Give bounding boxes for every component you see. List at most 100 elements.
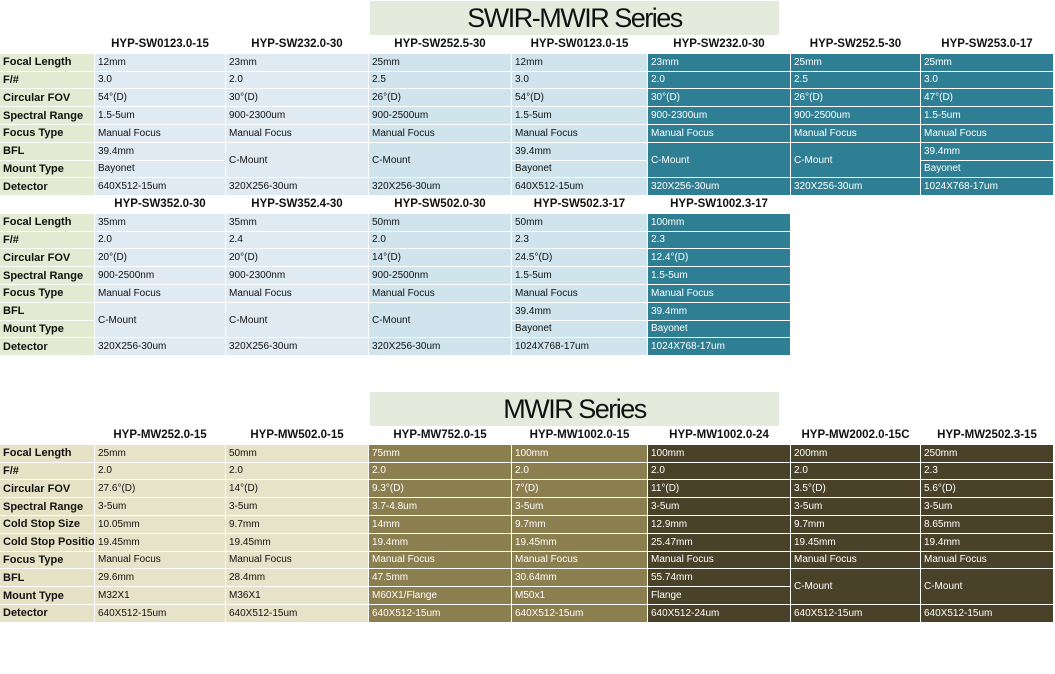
spec-cell: 640X512-15um [369,604,512,623]
spec-cell: 100mm [648,444,791,463]
row-label: F/# [0,71,95,90]
model-name: HYP-MW1002.0-24 [648,427,791,445]
spec-cell: 39.4mm [648,302,791,321]
row-label: F/# [0,462,95,481]
spec-cell: 39.4mm [95,142,226,161]
model-name: HYP-SW352.0-30 [95,196,226,214]
spec-cell: C-Mount [921,569,1054,605]
spec-cell: 2.0 [226,71,369,90]
spec-cell: 9.7mm [791,515,921,534]
spec-cell: Manual Focus [369,124,512,143]
spec-cell: 50mm [512,213,648,232]
spec-cell: 3.0 [95,71,226,90]
model-header-row: HYP-SW0123.0-15 HYP-SW232.0-30 HYP-SW252.5… [0,36,1054,54]
spec-cell: 3.5°(D) [791,480,921,499]
table-row: Circular FOV 27.6°(D) 14°(D) 9.3°(D) 7°(D) 11… [0,480,1054,499]
model-name: HYP-SW252.5-30 [791,36,921,54]
spec-cell: 2.5 [369,71,512,90]
table-row: Circular FOV 54°(D) 30°(D) 26°(D) 54°(D) 30°(… [0,89,1054,108]
spec-cell: 320X256-30um [226,178,369,197]
spec-cell: Manual Focus [512,551,648,570]
spec-cell: 30.64mm [512,569,648,588]
spec-cell: 25mm [791,53,921,72]
spec-cell: 100mm [512,444,648,463]
spec-cell: 23mm [648,53,791,72]
row-label: Spectral Range [0,267,95,285]
mwir-series-title: MWIR Series [370,392,779,426]
table-row: BFL C-Mount C-Mount C-Mount 39.4mm 39.4mm [0,302,791,339]
table-row: Detector 320X256-30um 320X256-30um 320X256-… [0,338,791,357]
spec-cell: 23mm [226,53,369,72]
swir-table-2: HYP-SW352.0-30 HYP-SW352.4-30 HYP-SW502.0-… [0,196,791,357]
spec-cell: C-Mount [791,569,921,605]
model-name: HYP-MW2002.0-15C [791,427,921,445]
spec-cell: 900-2300um [648,107,791,125]
spec-cell: 39.4mm [512,302,648,321]
table-row: Focus Type Manual Focus Manual Focus Manual… [0,124,1054,143]
spec-cell: C-Mount [369,302,512,339]
spec-cell: 2.4 [226,231,369,250]
row-label: Mount Type [0,320,95,339]
model-name: HYP-SW232.0-30 [648,36,791,54]
spec-cell: 7°(D) [512,480,648,499]
spec-cell: 2.0 [512,462,648,481]
table-row: F/# 2.0 2.4 2.0 2.3 2.3 [0,231,791,250]
table-row: Mount Type Bayonet Bayonet [0,320,791,339]
spec-cell: 54°(D) [95,89,226,108]
table-row: Mount Type M32X1 M36X1 M60X1/Flange M50x1 Fla… [0,587,1054,605]
spec-cell: 19.45mm [226,533,369,552]
spec-cell: 2.0 [95,462,226,481]
spec-cell: 25mm [369,53,512,72]
spec-cell: Bayonet [95,160,226,179]
spec-cell: 2.0 [369,231,512,250]
row-label: Circular FOV [0,480,95,499]
spec-cell: Bayonet [512,160,648,179]
spec-cell: 3-5um [791,498,921,516]
spec-cell: C-Mount [226,302,369,339]
spec-cell: 25mm [921,53,1054,72]
spec-cell: Manual Focus [226,284,369,303]
table-row: Focal Length 12mm 23mm 25mm 12mm 23mm 25mm 25mm [0,53,1054,72]
header-corner [0,427,95,445]
model-name: HYP-SW352.4-30 [226,196,369,214]
spec-cell: 2.0 [226,462,369,481]
spec-cell: 19.45mm [791,533,921,552]
spec-cell: Manual Focus [791,124,921,143]
spec-cell: 19.45mm [512,533,648,552]
spec-cell: 19.45mm [95,533,226,552]
spec-cell: C-Mount [226,142,369,179]
spec-cell: 1.5-5um [921,107,1054,125]
model-name: HYP-SW253.0-17 [921,36,1054,54]
spec-cell: 1024X768-17um [921,178,1054,197]
row-label: BFL [0,302,95,321]
spec-cell: 320X256-30um [369,338,512,357]
model-header-row: HYP-MW252.0-15 HYP-MW502.0-15 HYP-MW752.0-… [0,427,1054,445]
table-row: Cold Stop Positio 19.45mm 19.45mm 19.4mm 19.… [0,533,1054,552]
spec-cell: Manual Focus [369,551,512,570]
model-name: HYP-SW502.3-17 [512,196,648,214]
table-row: Detector 640X512-15um 320X256-30um 320X256-… [0,178,1054,197]
model-name: HYP-MW502.0-15 [226,427,369,445]
spec-cell: 3-5um [648,498,791,516]
spec-cell: 55.74mm [648,569,791,588]
spec-cell: Manual Focus [648,124,791,143]
spec-cell: 900-2500um [791,107,921,125]
spec-cell: 35mm [95,213,226,232]
model-name: HYP-SW0123.0-15 [95,36,226,54]
spec-cell: 1024X768-17um [512,338,648,357]
spec-cell: 20°(D) [95,249,226,268]
spec-cell: 320X256-30um [369,178,512,197]
table-row: Mount Type Bayonet Bayonet Bayonet [0,160,1054,179]
spec-cell: Bayonet [921,160,1054,179]
spec-cell: 3-5um [226,498,369,516]
model-name: HYP-SW232.0-30 [226,36,369,54]
spec-cell: 30°(D) [648,89,791,108]
spec-cell: 9.3°(D) [369,480,512,499]
spec-cell: Manual Focus [95,284,226,303]
spec-cell: C-Mount [369,142,512,179]
spec-cell: 24.5°(D) [512,249,648,268]
spec-cell: Manual Focus [648,551,791,570]
spec-cell: 3.0 [512,71,648,90]
spec-cell: Manual Focus [95,551,226,570]
spec-cell: 320X256-30um [791,178,921,197]
